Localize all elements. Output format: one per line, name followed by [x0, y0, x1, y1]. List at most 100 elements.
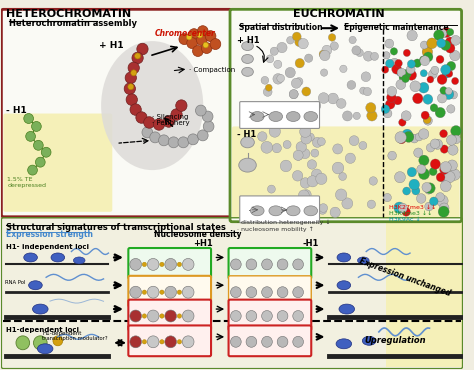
Circle shape	[165, 310, 176, 322]
Circle shape	[302, 116, 311, 125]
Circle shape	[442, 71, 449, 78]
Circle shape	[436, 193, 445, 202]
Circle shape	[280, 160, 292, 172]
Circle shape	[195, 105, 206, 116]
Text: · Compaction: · Compaction	[189, 67, 236, 73]
Circle shape	[300, 126, 311, 137]
Circle shape	[293, 287, 303, 297]
Circle shape	[425, 202, 433, 211]
Circle shape	[289, 90, 298, 99]
Circle shape	[273, 74, 283, 84]
Circle shape	[387, 92, 396, 102]
Circle shape	[342, 198, 353, 209]
Circle shape	[401, 75, 410, 83]
Circle shape	[319, 50, 327, 58]
Circle shape	[443, 89, 454, 100]
Circle shape	[361, 72, 371, 82]
Circle shape	[438, 94, 447, 103]
Circle shape	[179, 34, 190, 44]
Circle shape	[340, 65, 347, 73]
Circle shape	[300, 178, 310, 188]
Circle shape	[429, 168, 437, 176]
Circle shape	[182, 286, 194, 298]
Circle shape	[319, 206, 327, 214]
Circle shape	[305, 54, 313, 63]
Circle shape	[428, 70, 437, 79]
Circle shape	[371, 52, 379, 60]
Circle shape	[306, 133, 314, 141]
FancyBboxPatch shape	[230, 9, 462, 222]
Circle shape	[188, 134, 199, 145]
Circle shape	[414, 148, 423, 157]
Ellipse shape	[269, 112, 283, 121]
Text: · nucleosome mobility ↑: · nucleosome mobility ↑	[237, 227, 314, 232]
Ellipse shape	[51, 253, 64, 262]
Circle shape	[353, 112, 360, 120]
Circle shape	[230, 336, 241, 347]
Circle shape	[130, 104, 141, 115]
Circle shape	[130, 310, 141, 322]
Circle shape	[413, 59, 421, 67]
Circle shape	[230, 259, 241, 270]
Circle shape	[397, 69, 403, 76]
Circle shape	[142, 290, 146, 295]
Circle shape	[302, 87, 311, 96]
Circle shape	[447, 28, 454, 36]
Circle shape	[246, 287, 257, 297]
Circle shape	[427, 76, 434, 83]
Ellipse shape	[304, 206, 318, 216]
Circle shape	[347, 81, 356, 90]
Circle shape	[388, 151, 396, 160]
FancyBboxPatch shape	[228, 248, 311, 279]
Circle shape	[24, 114, 34, 124]
Circle shape	[425, 183, 435, 194]
FancyBboxPatch shape	[128, 276, 211, 307]
Circle shape	[449, 91, 457, 99]
Circle shape	[198, 130, 208, 141]
Circle shape	[168, 137, 179, 148]
Circle shape	[399, 72, 409, 83]
Circle shape	[366, 102, 376, 113]
Circle shape	[440, 165, 449, 174]
Circle shape	[269, 126, 281, 137]
Circle shape	[320, 69, 328, 76]
Circle shape	[124, 83, 136, 94]
Circle shape	[271, 107, 278, 114]
Circle shape	[246, 336, 257, 347]
Circle shape	[395, 132, 406, 143]
Circle shape	[343, 111, 352, 121]
Circle shape	[450, 50, 460, 61]
Circle shape	[293, 150, 303, 161]
Circle shape	[431, 66, 439, 74]
Circle shape	[147, 336, 159, 348]
Circle shape	[367, 110, 377, 121]
Circle shape	[383, 109, 392, 118]
Circle shape	[337, 98, 346, 108]
Circle shape	[330, 207, 340, 218]
Circle shape	[34, 140, 43, 150]
Text: H1- independent loci: H1- independent loci	[6, 243, 89, 249]
Circle shape	[403, 49, 410, 57]
Circle shape	[417, 165, 426, 174]
Ellipse shape	[239, 158, 256, 172]
Circle shape	[189, 29, 200, 40]
Circle shape	[295, 58, 304, 68]
Circle shape	[289, 90, 298, 99]
Text: Structural signatures of transcriptional states: Structural signatures of transcriptional…	[6, 223, 226, 232]
Circle shape	[439, 174, 447, 182]
Circle shape	[448, 145, 458, 155]
Circle shape	[391, 58, 399, 66]
Circle shape	[385, 59, 394, 68]
Bar	[3, 220, 461, 367]
Circle shape	[307, 176, 318, 187]
Circle shape	[445, 37, 455, 47]
Circle shape	[440, 145, 448, 153]
Circle shape	[130, 286, 141, 298]
Ellipse shape	[250, 206, 264, 216]
Circle shape	[394, 202, 405, 213]
Circle shape	[294, 152, 302, 160]
Circle shape	[434, 30, 444, 40]
Circle shape	[359, 141, 367, 149]
Circle shape	[277, 287, 288, 297]
Circle shape	[392, 64, 401, 74]
